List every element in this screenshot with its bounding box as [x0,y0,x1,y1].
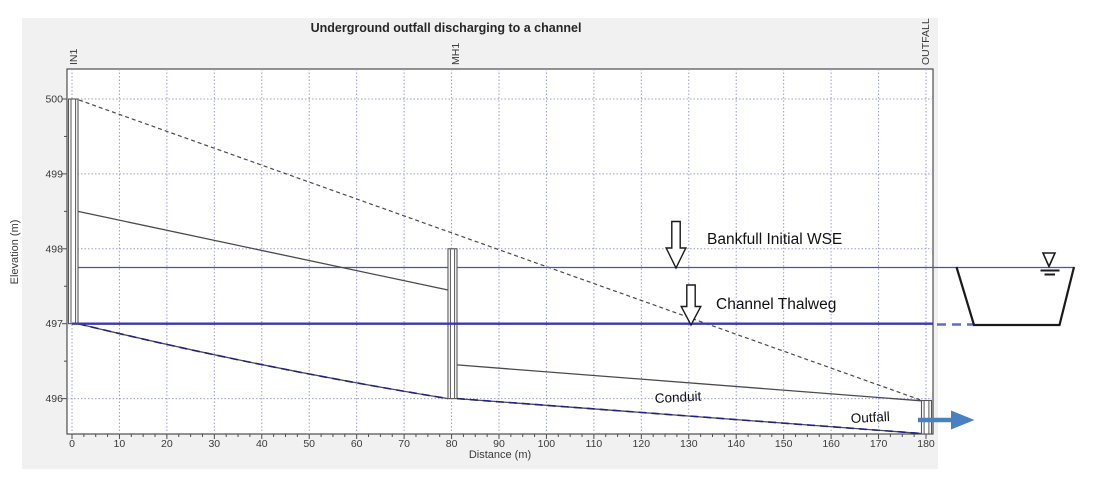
x-axis-label: Distance (m) [469,449,531,461]
y-tick-label: 496 [45,393,63,405]
chart-title: Underground outfall discharging to a cha… [311,21,582,35]
annotation-conduit: Conduit [654,389,702,406]
y-tick-label: 500 [45,94,63,106]
x-tick-label: 150 [775,438,793,450]
x-tick-label: 20 [161,438,173,450]
x-tick-label: 30 [208,438,220,450]
x-tick-label: 120 [633,438,651,450]
x-tick-label: 40 [256,438,268,450]
conduit2-invert-line [456,397,922,435]
x-tick-label: 170 [870,438,888,450]
conduit1-crown-line [77,210,449,291]
node-in1-structure [67,98,79,325]
y-axis-label: Elevation (m) [9,220,21,285]
plot-area [66,68,934,435]
conduit1-hgl-dashed [77,322,449,400]
x-tick-label: 70 [398,438,410,450]
x-tick-label: 180 [917,438,935,450]
node-label-mh1: MH1 [450,43,462,65]
y-tick-label: 499 [45,168,63,180]
water-surface-symbol [1040,252,1060,276]
down-arrow-bankfull-icon [665,220,687,270]
x-tick-label: 100 [538,438,556,450]
annotation-outfall: Outfall [850,409,890,426]
ground-line [78,99,923,402]
x-tick-label: 130 [680,438,698,450]
node-outfall-structure [920,399,933,435]
conduit2-crown-line [456,364,922,402]
x-tick-label: 50 [303,438,315,450]
x-tick-label: 80 [446,438,458,450]
x-tick-label: 0 [69,438,75,450]
annotation-bankfull-wse: Bankfull Initial WSE [707,231,842,248]
annotation-channel-thalweg: Channel Thalweg [716,296,836,313]
y-tick-label: 497 [45,318,63,330]
x-tick-label: 160 [822,438,840,450]
x-tick-label: 90 [493,438,505,450]
node-label-outfall: OUTFALL [920,18,932,65]
node-label-in1: IN1 [68,49,80,66]
x-tick-label: 140 [727,438,745,450]
down-arrow-thalweg-icon [680,284,702,327]
x-tick-label: 10 [114,438,126,450]
outfall-discharge-arrow-icon [918,410,975,430]
x-tick-label: 60 [351,438,363,450]
channel-cross-section [955,266,1076,327]
x-tick-label: 110 [586,438,603,450]
y-tick-label: 498 [45,243,63,255]
axis-ticks [62,98,927,439]
